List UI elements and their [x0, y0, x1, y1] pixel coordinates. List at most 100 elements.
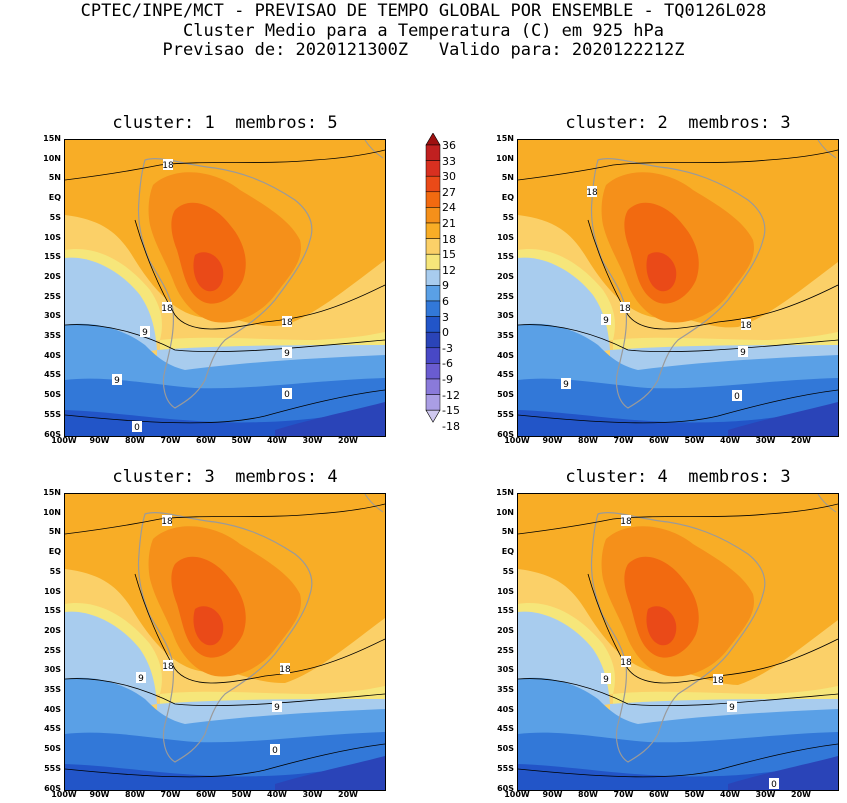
- contour-label: 18: [620, 656, 632, 668]
- colorbar-label: 27: [442, 185, 456, 199]
- colorbar-segment: [425, 363, 441, 380]
- lat-tick-label: 45S: [44, 370, 61, 380]
- lat-tick-label: 30S: [44, 665, 61, 675]
- lat-tick-label: 10S: [44, 232, 61, 242]
- lat-tick-label: 55S: [44, 409, 61, 419]
- lon-tick-label: 50W: [231, 436, 252, 445]
- lon-tick-label: 50W: [684, 790, 705, 799]
- lat-tick-label: 5N: [501, 173, 514, 183]
- lat-tick-label: 60S: [44, 783, 61, 793]
- svg-text:9: 9: [740, 348, 746, 358]
- lat-tick-label: 60S: [44, 429, 61, 439]
- contour-label: 9: [112, 374, 122, 386]
- lat-tick-label: 15N: [496, 134, 514, 143]
- lat-tick-label: 30S: [497, 665, 514, 675]
- lon-tick-label: 40W: [720, 436, 740, 445]
- contour-label: 9: [282, 347, 292, 359]
- lat-tick-label: 50S: [497, 744, 514, 754]
- lon-tick-label: 80W: [125, 436, 145, 445]
- lat-tick-label: 10S: [497, 586, 514, 596]
- colorbar-label: -12: [442, 388, 460, 402]
- lat-tick-label: 20S: [44, 271, 61, 281]
- lat-tick-label: 35S: [44, 685, 61, 694]
- lat-tick-label: 10S: [44, 586, 61, 596]
- lon-tick-label: 30W: [755, 790, 776, 799]
- svg-text:18: 18: [740, 321, 752, 331]
- colorbar-label: 36: [442, 139, 456, 152]
- colorbar-segment: [425, 222, 441, 239]
- lat-tick-label: 5N: [48, 173, 61, 183]
- panel-title-4: cluster: 4 membros: 3: [565, 467, 791, 487]
- svg-text:9: 9: [274, 703, 280, 713]
- lat-tick-label: 50S: [44, 390, 61, 400]
- contour-label: 0: [732, 390, 742, 402]
- svg-text:18: 18: [586, 188, 598, 198]
- colorbar-label: 33: [442, 154, 456, 168]
- lon-tick-label: 60W: [196, 790, 216, 799]
- lat-tick-label: 35S: [497, 331, 514, 340]
- contour-label: 18: [712, 674, 724, 686]
- lon-tick-label: 40W: [267, 790, 287, 799]
- colorbar-segment: [425, 394, 441, 411]
- lat-tick-label: 15N: [43, 134, 61, 143]
- panel-title-3: cluster: 3 membros: 4: [112, 467, 338, 487]
- colorbar-label: 30: [442, 170, 456, 184]
- lat-tick-label: 25S: [497, 291, 514, 301]
- lon-tick-label: 20W: [338, 436, 358, 445]
- lat-tick-label: 55S: [44, 763, 61, 773]
- svg-text:9: 9: [114, 376, 120, 386]
- colorbar-label: 12: [442, 263, 456, 277]
- lat-tick-label: 35S: [497, 685, 514, 694]
- svg-text:9: 9: [563, 380, 569, 390]
- colorbar-label: 18: [442, 232, 456, 246]
- lat-tick-label: 55S: [497, 763, 514, 773]
- svg-text:9: 9: [138, 674, 144, 684]
- contour-label: 18: [586, 186, 598, 198]
- map-panel-1: 18 18 18 9 9 9 0 0: [64, 139, 386, 437]
- colorbar-label: -15: [442, 404, 460, 418]
- colorbar-segment: [425, 331, 441, 349]
- contour-label: 9: [136, 672, 146, 684]
- contour-label: 18: [740, 319, 752, 331]
- svg-text:9: 9: [142, 328, 148, 338]
- contour-label: 0: [270, 744, 280, 756]
- contour-label: 9: [738, 346, 748, 358]
- svg-text:18: 18: [162, 161, 174, 171]
- svg-text:0: 0: [284, 390, 290, 400]
- lon-tick-label: 20W: [338, 790, 358, 799]
- lon-tick-label: 100W: [51, 790, 77, 799]
- lon-tick-label: 80W: [125, 790, 145, 799]
- lat-tick-label: 45S: [44, 724, 61, 734]
- colorbar-segment: [425, 300, 441, 317]
- colorbar-label: 6: [442, 295, 449, 308]
- colorbar-segment: [425, 160, 441, 177]
- lon-tick-label: 100W: [51, 436, 77, 445]
- colorbar-label: -18: [442, 419, 460, 433]
- colorbar-label: -3: [442, 341, 453, 355]
- lat-tick-label: 10N: [496, 507, 514, 517]
- contour-label: 9: [727, 701, 737, 713]
- lat-tick-label: 45S: [497, 370, 514, 380]
- lat-tick-label: 55S: [497, 409, 514, 419]
- colorbar-segment: [425, 285, 441, 302]
- colorbar-segment: [425, 269, 441, 286]
- colorbar-bottom-arrow: [425, 409, 441, 423]
- lon-tick-label: 40W: [720, 790, 740, 799]
- colorbar-label: 3: [442, 310, 449, 324]
- colorbar-label: 9: [442, 279, 449, 293]
- lat-tick-label: 15S: [44, 252, 61, 262]
- contour-label: 9: [601, 314, 611, 326]
- map-panel-2: 18 18 18 9 9 9 0: [517, 139, 839, 437]
- contour-label: 18: [162, 159, 174, 171]
- lat-tick-label: 50S: [497, 390, 514, 400]
- lat-tick-label: 60S: [497, 429, 514, 439]
- lon-tick-label: 30W: [302, 790, 323, 799]
- lon-tick-label: 50W: [684, 436, 705, 445]
- lat-tick-label: 5S: [502, 566, 514, 576]
- svg-text:0: 0: [734, 392, 740, 402]
- lon-tick-label: 100W: [504, 436, 530, 445]
- lon-tick-label: 70W: [160, 436, 181, 445]
- lon-tick-label: 80W: [578, 436, 598, 445]
- svg-text:18: 18: [619, 304, 631, 314]
- lat-tick-label: 10N: [43, 507, 61, 517]
